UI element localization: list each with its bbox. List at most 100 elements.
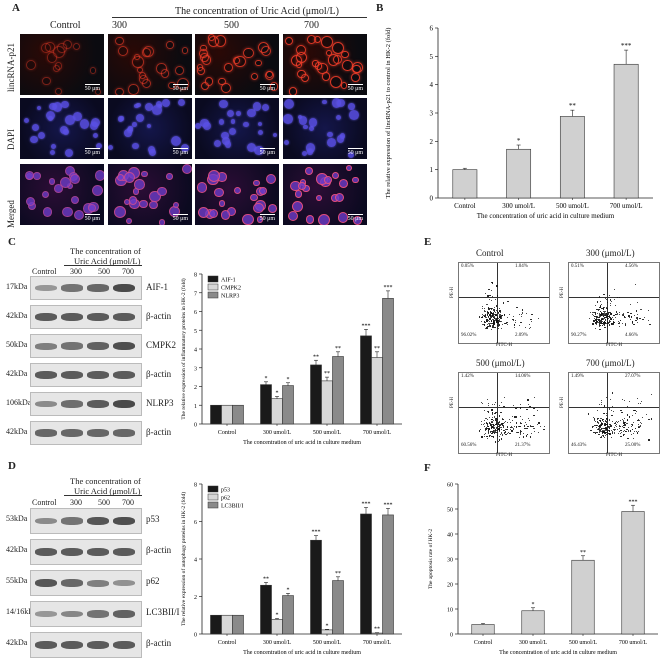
micrograph-red-2: 50 μm bbox=[195, 34, 279, 95]
event-dot bbox=[490, 319, 493, 322]
event-dot bbox=[497, 426, 499, 429]
blot-band bbox=[61, 312, 83, 322]
x-axis-label: The concentration of uric acid in cultur… bbox=[243, 649, 361, 656]
event-dot bbox=[492, 423, 494, 426]
quadrant-percent: 1.49% bbox=[571, 374, 584, 379]
event-dot bbox=[513, 425, 516, 427]
event-dot bbox=[522, 418, 524, 421]
legend-label: AIF-1 bbox=[221, 278, 236, 284]
event-dot bbox=[621, 399, 624, 401]
event-dot bbox=[633, 410, 635, 412]
cell-dot bbox=[305, 215, 315, 225]
y-tick-label: 50 bbox=[447, 508, 453, 514]
event-dot bbox=[595, 320, 597, 322]
event-dot bbox=[491, 296, 493, 298]
cell-dot bbox=[298, 182, 307, 191]
panel-letter-f: F bbox=[424, 462, 431, 474]
event-dot bbox=[503, 432, 505, 434]
cell-dot bbox=[346, 165, 353, 172]
event-dot bbox=[599, 300, 601, 303]
event-dot bbox=[595, 424, 598, 427]
event-dot bbox=[490, 420, 493, 423]
event-dot bbox=[492, 320, 494, 322]
event-dot bbox=[624, 316, 626, 318]
blot-col-1: 300 bbox=[70, 267, 82, 276]
flow-plot: 0.05% 1.04% 96.02% 2.09% bbox=[458, 262, 550, 344]
cell-dot bbox=[62, 207, 73, 218]
event-dot bbox=[497, 324, 499, 326]
event-dot bbox=[618, 314, 621, 316]
event-dot bbox=[618, 297, 621, 299]
event-dot bbox=[491, 409, 493, 411]
event-dot bbox=[520, 422, 522, 424]
blot-band bbox=[113, 640, 135, 650]
event-dot bbox=[609, 427, 611, 429]
event-dot bbox=[603, 316, 605, 318]
event-dot bbox=[627, 426, 629, 429]
event-dot bbox=[489, 317, 492, 319]
event-dot bbox=[490, 329, 492, 331]
y-axis-label: The relative expression of autophagy pro… bbox=[180, 492, 187, 626]
event-dot bbox=[498, 421, 500, 423]
event-dot bbox=[598, 313, 600, 315]
event-dot bbox=[493, 425, 495, 427]
cell-dot bbox=[87, 203, 97, 212]
event-dot bbox=[596, 316, 598, 318]
blot-band bbox=[87, 579, 109, 587]
event-dot bbox=[611, 301, 613, 303]
event-dot bbox=[601, 314, 603, 316]
cell-dot bbox=[255, 59, 262, 66]
event-dot bbox=[494, 412, 496, 414]
event-dot bbox=[630, 318, 632, 320]
event-dot bbox=[609, 425, 612, 427]
event-dot bbox=[499, 318, 501, 320]
blot-band bbox=[61, 284, 83, 292]
event-dot bbox=[637, 403, 639, 405]
flow-plot: 0.51% 4.56% 90.27% 4.66% bbox=[568, 262, 660, 344]
event-dot bbox=[494, 327, 496, 329]
cell-dot bbox=[128, 126, 133, 131]
event-dot bbox=[492, 313, 494, 315]
event-dot bbox=[601, 319, 603, 321]
event-dot bbox=[481, 402, 483, 404]
event-dot bbox=[496, 320, 499, 323]
event-dot bbox=[631, 425, 633, 428]
event-dot bbox=[612, 432, 614, 434]
event-dot bbox=[640, 308, 642, 311]
significance-mark: ** bbox=[569, 102, 577, 110]
event-dot bbox=[487, 312, 489, 314]
event-dot bbox=[537, 431, 539, 433]
event-dot bbox=[610, 320, 612, 322]
event-dot bbox=[617, 432, 620, 434]
blot-band bbox=[113, 516, 135, 526]
event-dot bbox=[618, 430, 621, 433]
event-dot bbox=[488, 316, 490, 319]
cell-dot bbox=[138, 72, 147, 80]
y-tick-label: 3 bbox=[430, 110, 434, 118]
event-dot bbox=[636, 310, 638, 312]
event-dot bbox=[484, 292, 486, 294]
x-tick-label: Control bbox=[474, 640, 493, 646]
event-dot bbox=[484, 310, 486, 312]
cell-dot bbox=[284, 139, 289, 145]
x-axis-label: The concentration of uric acid in cultur… bbox=[477, 212, 615, 220]
event-dot bbox=[602, 317, 604, 319]
quadrant-percent: 46.43% bbox=[571, 443, 587, 448]
event-dot bbox=[605, 306, 608, 308]
event-dot bbox=[483, 314, 485, 317]
event-dot bbox=[529, 419, 531, 422]
event-dot bbox=[639, 318, 641, 320]
event-dot bbox=[624, 422, 626, 424]
event-dot bbox=[627, 311, 629, 314]
cell-dot bbox=[227, 110, 235, 118]
cell-dot bbox=[294, 190, 303, 198]
legend-label: LC3BII/I bbox=[221, 504, 243, 510]
event-dot bbox=[608, 315, 610, 318]
event-dot bbox=[492, 430, 495, 432]
significance-mark: ** bbox=[335, 571, 341, 577]
event-dot bbox=[597, 409, 599, 411]
cell-dot bbox=[54, 184, 63, 194]
cell-dot bbox=[221, 131, 229, 140]
event-dot bbox=[498, 430, 500, 432]
flow-y-axis-label: PE-H bbox=[560, 396, 565, 408]
